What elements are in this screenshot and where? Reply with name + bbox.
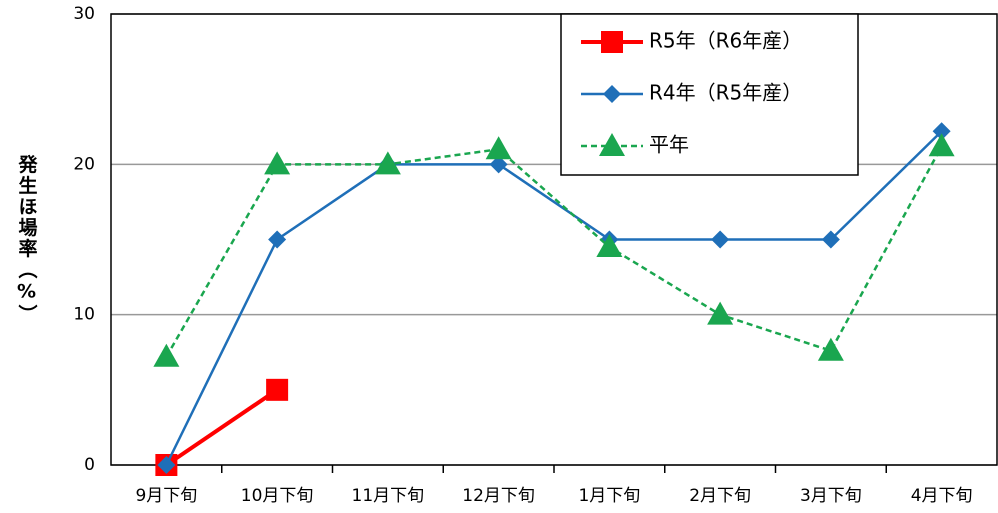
series-line — [165, 388, 279, 467]
marker — [157, 456, 176, 474]
legend-label: 平年 — [649, 133, 689, 157]
y-tick-label: 30 — [73, 4, 95, 24]
marker — [707, 301, 734, 325]
x-tick-label: 11月下旬 — [352, 486, 425, 506]
legend-label: R4年（R5年産） — [649, 81, 802, 105]
marker — [817, 337, 844, 361]
marker — [374, 151, 401, 175]
marker — [599, 133, 625, 156]
y-tick-label: 10 — [73, 305, 95, 325]
y-tick-label: 20 — [73, 154, 95, 174]
series-line — [165, 145, 943, 358]
x-tick-label: 2月下旬 — [689, 486, 751, 506]
marker — [711, 230, 730, 249]
marker — [268, 230, 287, 249]
y-tick-label: 0 — [84, 455, 95, 475]
legend-label: R5年（R6年産） — [649, 29, 802, 53]
x-tick-label: 9月下旬 — [135, 486, 197, 506]
x-tick-label: 12月下旬 — [462, 486, 535, 506]
series-line — [165, 130, 943, 466]
x-tick-label: 1月下旬 — [578, 486, 640, 506]
plot-frame — [110, 13, 998, 466]
marker — [601, 31, 623, 53]
marker — [596, 234, 623, 258]
x-tick-label: 4月下旬 — [911, 486, 973, 506]
x-tick-label: 10月下旬 — [241, 486, 314, 506]
marker — [264, 151, 291, 175]
marker — [485, 136, 512, 160]
marker — [932, 122, 951, 141]
marker — [266, 378, 289, 401]
x-tick-label: 3月下旬 — [800, 486, 862, 506]
marker — [153, 343, 180, 367]
y-axis-label: 発生ほ場率（%） — [16, 153, 39, 325]
marker — [928, 133, 955, 157]
marker — [489, 155, 508, 174]
marker — [821, 230, 840, 249]
marker — [603, 85, 621, 103]
